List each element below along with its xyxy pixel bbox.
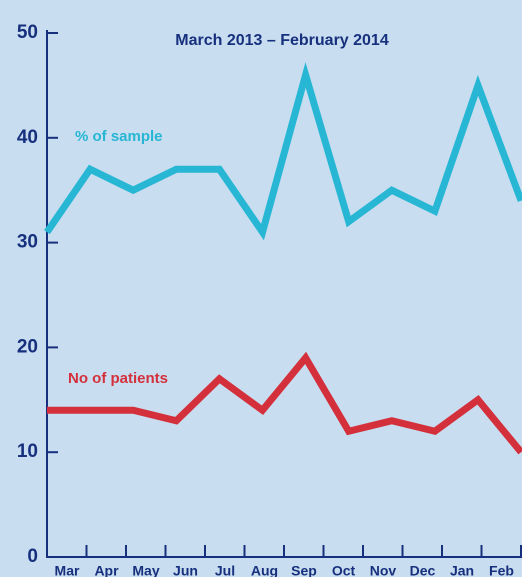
y-tick-label: 50 [17,22,38,43]
y-tick-label: 0 [27,546,38,567]
x-tick-label: Apr [94,563,119,577]
x-tick-label: Feb [489,563,514,577]
x-tick-label: Mar [55,563,80,577]
y-tick-label: 40 [17,127,38,148]
x-tick-label: Nov [370,563,397,577]
y-tick-label: 20 [17,336,38,357]
chart-title: March 2013 – February 2014 [175,32,389,49]
x-tick-label: Oct [332,563,356,577]
x-tick-label: Sep [291,563,317,577]
x-tick-label: May [132,563,159,577]
x-tick-label: Jul [215,563,235,577]
x-tick-label: Jan [450,563,474,577]
y-tick-label: 10 [17,441,38,462]
series-label: % of sample [75,128,163,145]
series-label: No of patients [68,370,168,387]
x-tick-label: Dec [410,563,436,577]
series-line [47,351,522,455]
x-tick-label: Aug [251,563,278,577]
series-line [44,62,522,241]
x-tick-label: Jun [173,563,198,577]
y-tick-label: 30 [17,232,38,253]
